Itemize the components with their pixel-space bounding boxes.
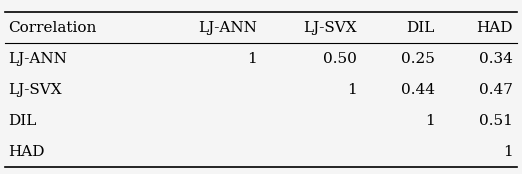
Text: Correlation: Correlation — [8, 21, 96, 35]
Text: DIL: DIL — [8, 114, 36, 128]
Text: 0.50: 0.50 — [323, 52, 357, 66]
Text: 0.34: 0.34 — [479, 52, 513, 66]
Text: LJ-ANN: LJ-ANN — [8, 52, 67, 66]
Text: HAD: HAD — [8, 145, 44, 159]
Text: DIL: DIL — [407, 21, 435, 35]
Text: 0.25: 0.25 — [401, 52, 435, 66]
Text: LJ-SVX: LJ-SVX — [8, 83, 62, 97]
Text: LJ-ANN: LJ-ANN — [198, 21, 257, 35]
Text: LJ-SVX: LJ-SVX — [303, 21, 357, 35]
Text: 1: 1 — [347, 83, 357, 97]
Text: 1: 1 — [247, 52, 257, 66]
Text: 0.47: 0.47 — [479, 83, 513, 97]
Text: 0.44: 0.44 — [401, 83, 435, 97]
Text: HAD: HAD — [476, 21, 513, 35]
Text: 1: 1 — [503, 145, 513, 159]
Text: 1: 1 — [425, 114, 435, 128]
Text: 0.51: 0.51 — [479, 114, 513, 128]
